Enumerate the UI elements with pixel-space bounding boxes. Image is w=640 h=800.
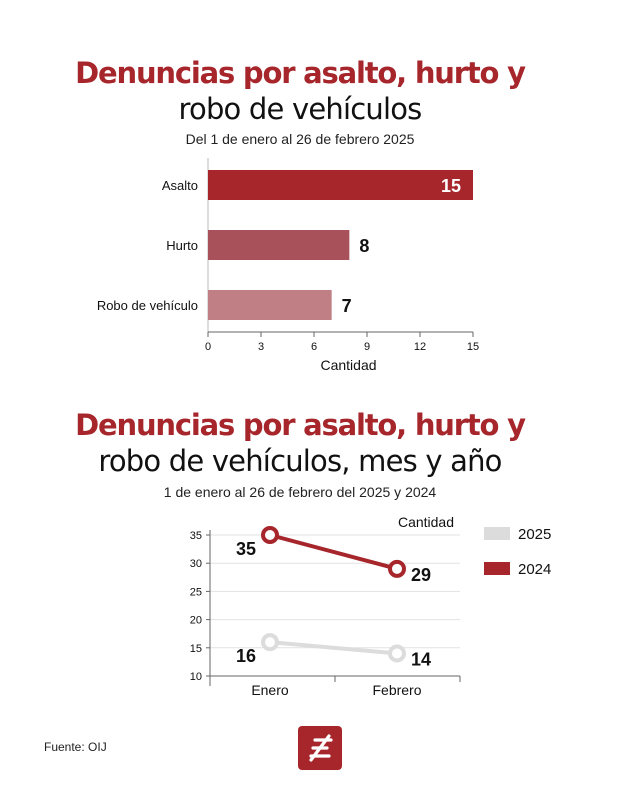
data-point-2025 bbox=[261, 633, 279, 652]
legend-label: 2025 bbox=[518, 526, 551, 543]
data-label: 16 bbox=[236, 646, 256, 666]
bar bbox=[208, 170, 473, 200]
category-label: Hurto bbox=[166, 238, 198, 253]
category-label: Robo de vehículo bbox=[97, 298, 198, 313]
legend-swatch-2025 bbox=[484, 527, 510, 540]
bar bbox=[208, 230, 350, 260]
y-tick-label: 10 bbox=[190, 671, 202, 683]
chart1-title-line1: Denuncias por asalto, hurto y bbox=[75, 56, 526, 90]
x-axis-label: Cantidad bbox=[320, 357, 376, 373]
chart1-title-line2: robo de vehículos bbox=[178, 92, 423, 126]
legend-swatch-2024 bbox=[484, 562, 510, 575]
data-point-2025 bbox=[388, 644, 406, 663]
y-axis-label: Cantidad bbox=[398, 514, 454, 530]
chart2-title-line2: robo de vehículos, mes y año bbox=[98, 444, 502, 478]
category-label: Asalto bbox=[162, 178, 198, 193]
x-tick-label: 15 bbox=[467, 341, 479, 353]
legend-label: 2024 bbox=[518, 561, 551, 578]
x-tick-label: 12 bbox=[414, 341, 426, 353]
data-label: 29 bbox=[411, 565, 431, 585]
y-tick-label: 20 bbox=[190, 615, 202, 627]
source-note: Fuente: OIJ bbox=[44, 740, 107, 754]
x-tick-label: 3 bbox=[258, 341, 264, 353]
y-tick-label: 30 bbox=[190, 558, 202, 570]
series-line-2024 bbox=[269, 533, 398, 571]
chart1-subtitle: Del 1 de enero al 26 de febrero 2025 bbox=[185, 131, 415, 147]
x-tick-label: 0 bbox=[205, 341, 211, 353]
data-label: 15 bbox=[441, 176, 461, 196]
y-tick-label: 35 bbox=[190, 530, 202, 542]
data-point-2024 bbox=[388, 559, 406, 578]
data-label: 8 bbox=[359, 236, 369, 256]
x-tick-label: Enero bbox=[251, 682, 289, 698]
data-point-2024 bbox=[261, 526, 279, 544]
data-label: 14 bbox=[411, 649, 431, 669]
brand-logo-icon bbox=[298, 726, 342, 770]
chart2-subtitle: 1 de enero al 26 de febrero del 2025 y 2… bbox=[163, 484, 437, 500]
series-line-2025 bbox=[269, 640, 398, 656]
x-tick-label: Febrero bbox=[372, 682, 421, 698]
bar bbox=[208, 290, 332, 320]
y-tick-label: 15 bbox=[190, 643, 202, 655]
chart2-title-line1: Denuncias por asalto, hurto y bbox=[75, 408, 526, 442]
x-tick-label: 9 bbox=[364, 341, 370, 353]
data-label: 7 bbox=[342, 296, 352, 316]
y-tick-label: 25 bbox=[190, 586, 202, 598]
bar-chart: Asalto 15 Hurto 8 Robo de vehículo 7 0 3 6 9 12 15 C… bbox=[97, 158, 479, 373]
data-label: 35 bbox=[236, 539, 256, 559]
x-tick-label: 6 bbox=[311, 341, 317, 353]
